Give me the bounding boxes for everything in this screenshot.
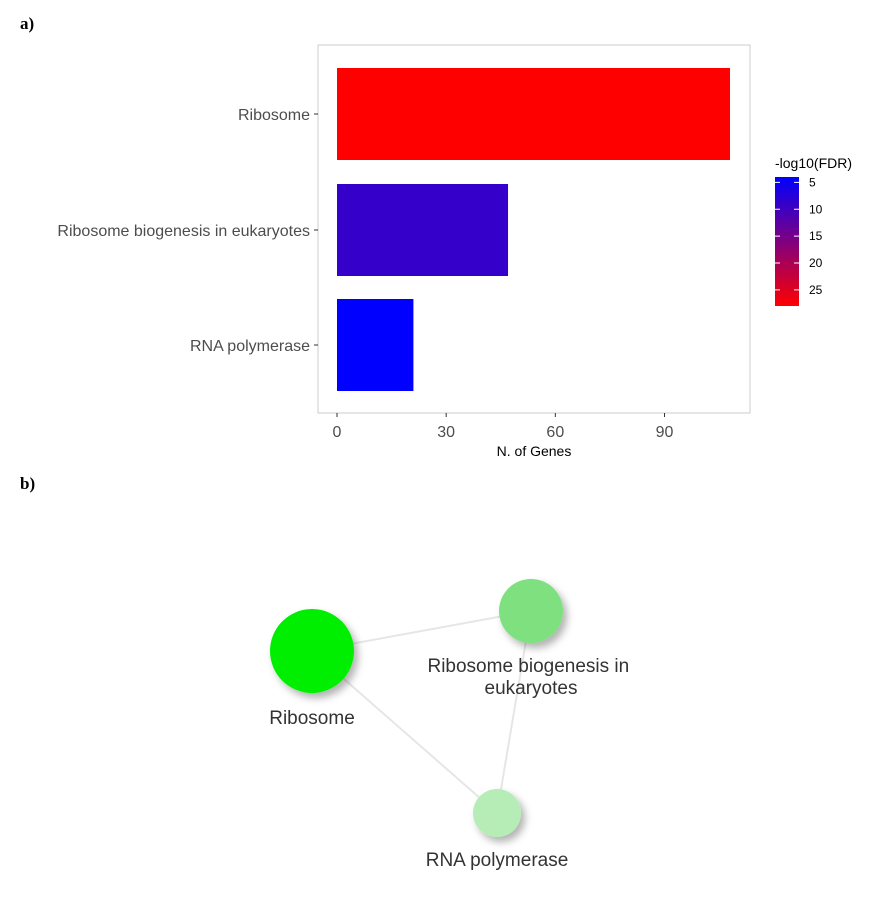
bar-2 [337, 184, 509, 276]
node-rna-polymerase [473, 789, 521, 837]
legend-tick-label: 25 [809, 283, 823, 297]
y-tick-label: Ribosome biogenesis in eukaryotes [57, 223, 310, 240]
legend-tick-label: 15 [809, 229, 823, 243]
y-tick-label: RNA polymerase [190, 338, 310, 355]
bar-1 [337, 68, 730, 160]
bar-3 [337, 299, 414, 391]
x-tick-label: 0 [333, 424, 342, 441]
legend-tick-label: 5 [809, 175, 816, 189]
node-label-rna-polymerase: RNA polymerase [426, 850, 569, 871]
edge-biogenesis-rna-polymerase [496, 610, 532, 814]
node-ribosome-biogenesis [499, 579, 563, 643]
x-tick-label: 90 [656, 424, 674, 441]
legend-tick-label: 20 [809, 256, 823, 270]
x-axis-title: N. of Genes [497, 443, 572, 459]
x-tick-label: 30 [437, 424, 455, 441]
panel-b-label: b) [20, 474, 36, 493]
bar-chart: Ribosome Ribosome biogenesis in eukaryote… [57, 44, 852, 459]
y-tick-label: Ribosome [238, 107, 310, 124]
x-tick-label: 60 [546, 424, 564, 441]
node-label-ribosome: Ribosome [269, 708, 355, 729]
legend-title: -log10(FDR) [775, 155, 852, 171]
panel-a-label: a) [20, 14, 35, 33]
node-ribosome [270, 609, 354, 693]
legend-colorbar [775, 177, 799, 306]
legend-tick-label: 10 [809, 202, 823, 216]
node-label-ribosome-biogenesis: Ribosome biogenesis in eukaryotes [427, 656, 634, 699]
